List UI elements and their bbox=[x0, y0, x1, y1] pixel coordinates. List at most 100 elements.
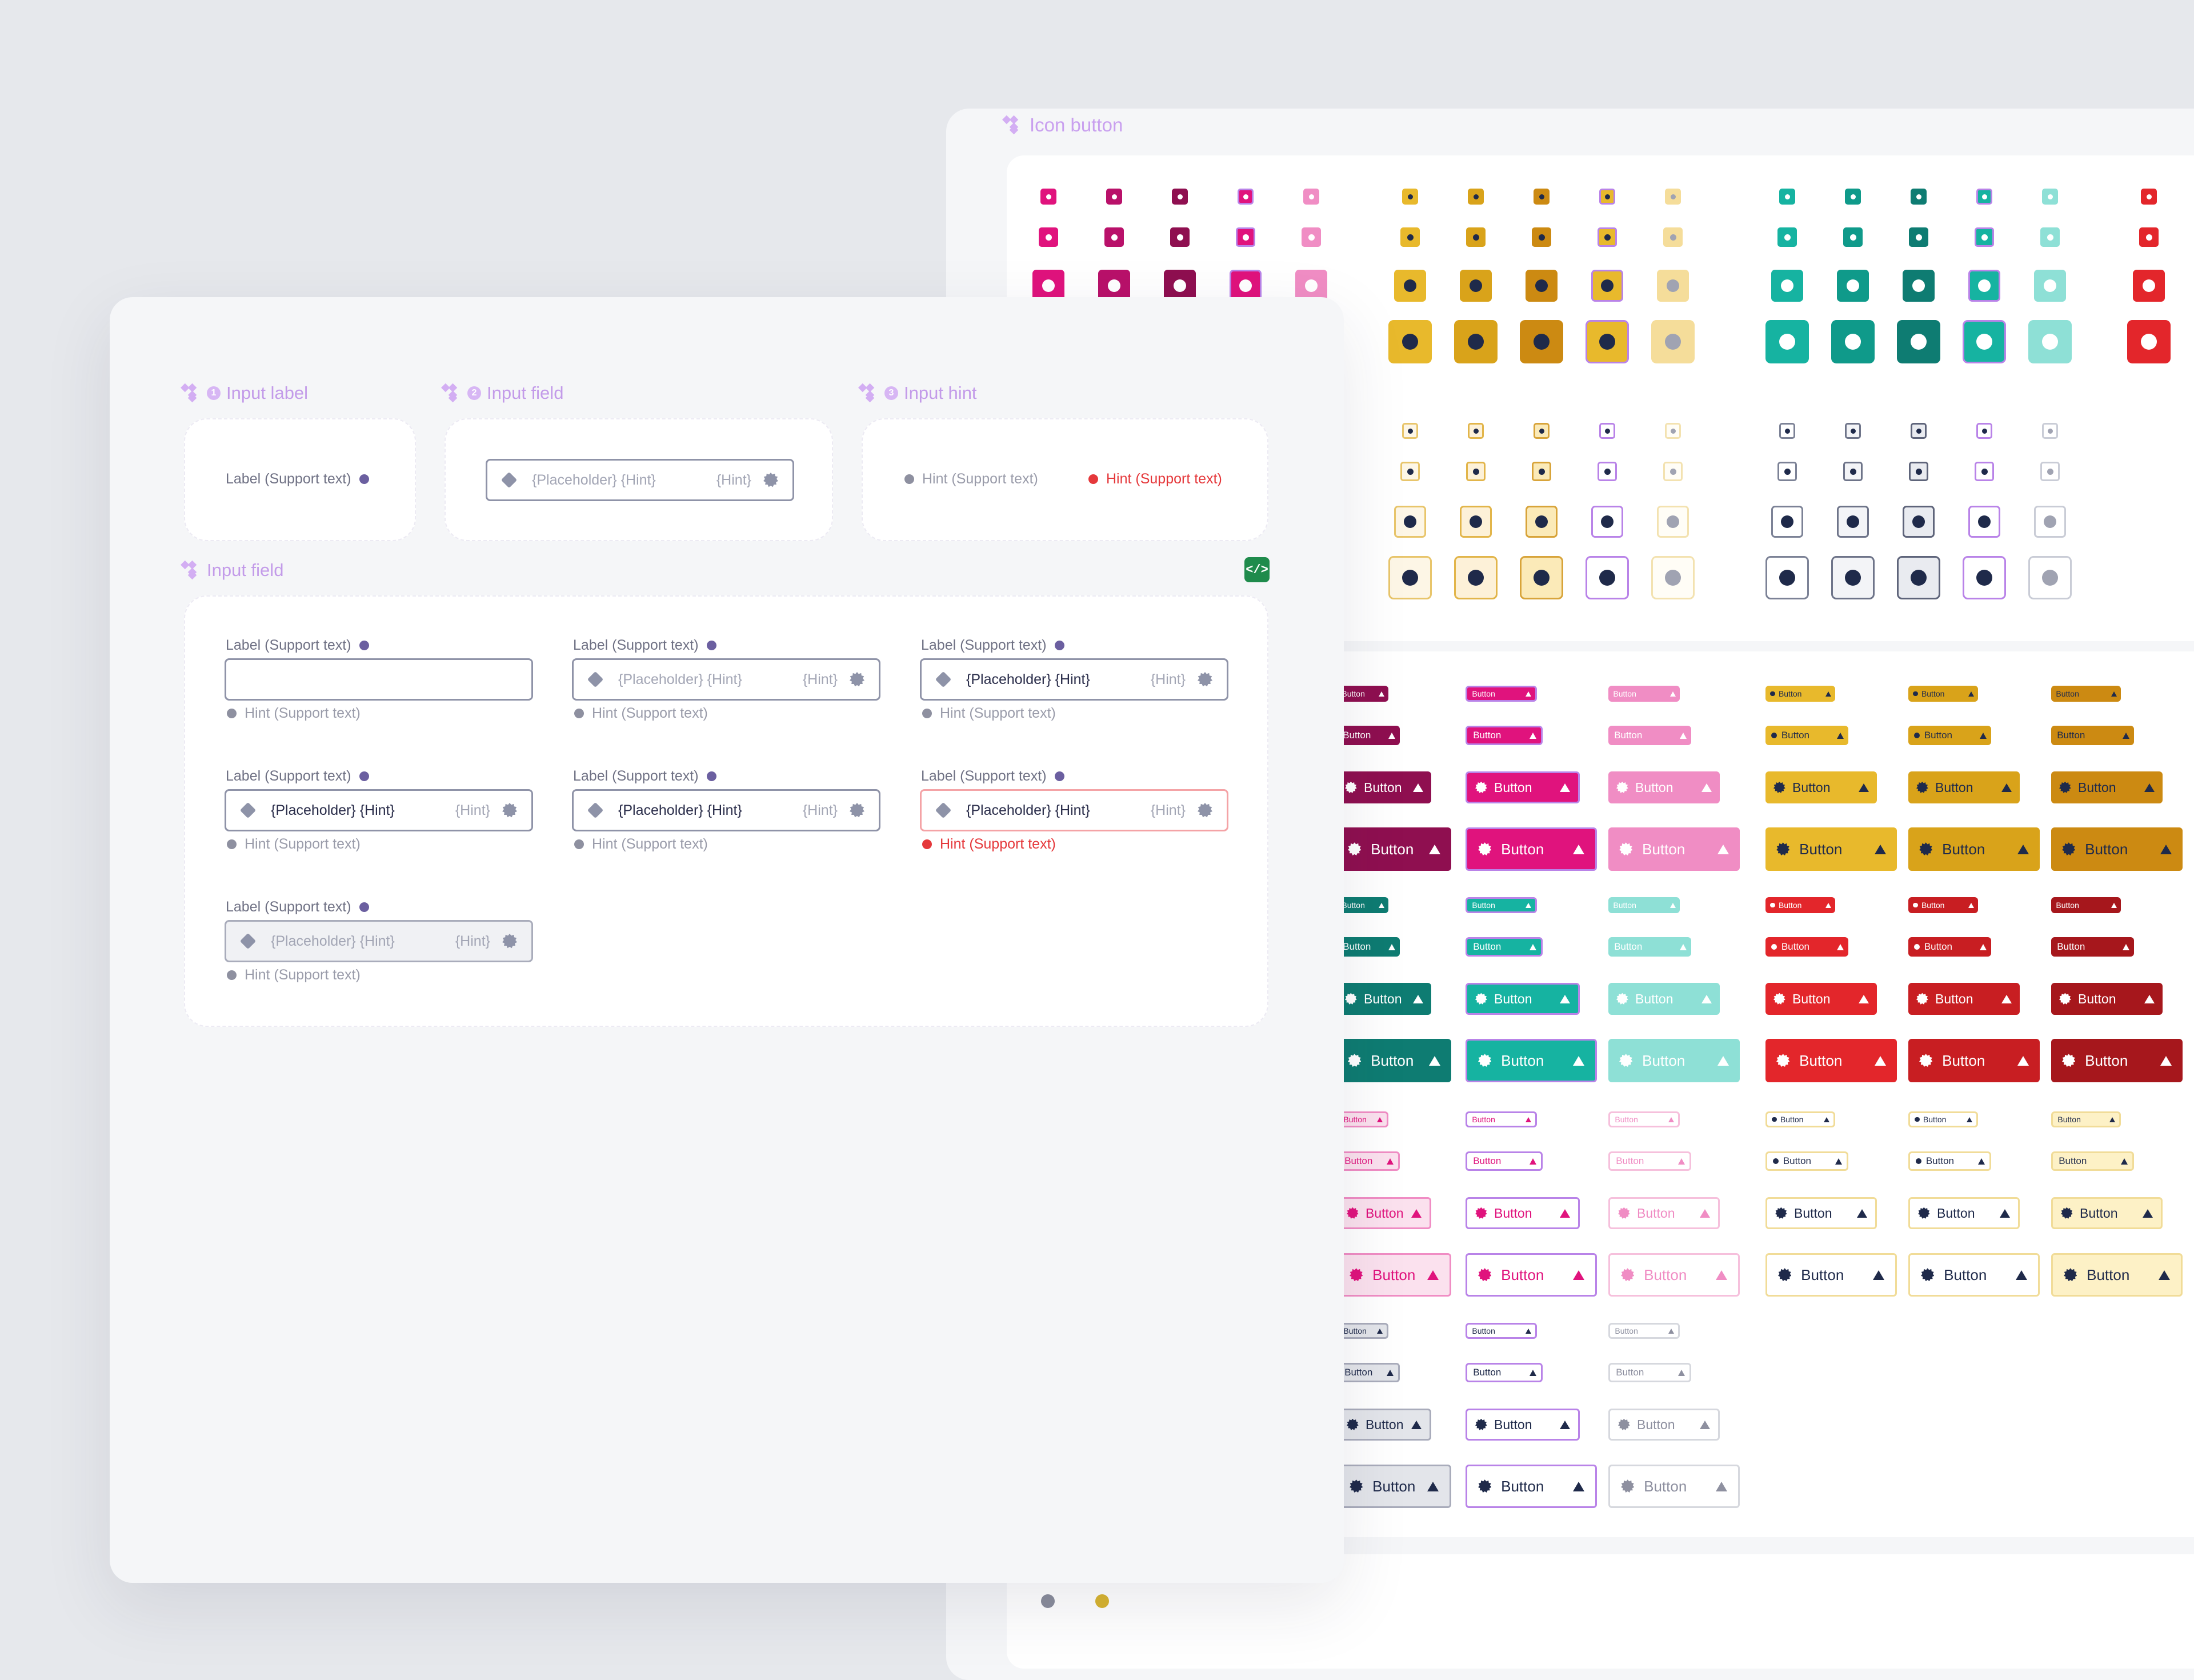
icon-button[interactable] bbox=[2139, 227, 2159, 247]
button[interactable]: Button bbox=[1466, 1323, 1537, 1339]
icon-button[interactable] bbox=[1665, 189, 1681, 205]
button[interactable]: Button bbox=[1608, 1151, 1691, 1171]
button[interactable]: Button bbox=[1765, 937, 1848, 957]
button[interactable]: Button bbox=[1765, 1197, 1877, 1229]
icon-button[interactable] bbox=[1911, 423, 1927, 439]
button[interactable]: Button bbox=[1608, 686, 1680, 702]
button[interactable]: Button bbox=[1908, 1039, 2040, 1082]
button[interactable]: Button bbox=[1466, 1039, 1597, 1082]
button[interactable]: Button bbox=[1608, 897, 1680, 913]
button[interactable]: Button bbox=[1466, 1151, 1543, 1171]
icon-button[interactable] bbox=[1040, 189, 1056, 205]
icon-button[interactable] bbox=[1968, 506, 2000, 538]
icon-button[interactable] bbox=[1777, 462, 1797, 481]
icon-button[interactable] bbox=[1302, 227, 1321, 247]
button[interactable]: Button bbox=[1765, 1111, 1835, 1127]
button[interactable]: Button bbox=[2051, 937, 2134, 957]
button[interactable]: Button bbox=[1337, 1151, 1400, 1171]
icon-button[interactable] bbox=[1534, 423, 1550, 439]
button[interactable]: Button bbox=[1608, 771, 1720, 803]
input-field-hover[interactable]: {Placeholder} {Hint} {Hint} bbox=[572, 789, 880, 831]
button[interactable]: Button bbox=[2051, 897, 2121, 913]
gear-icon[interactable] bbox=[1196, 801, 1214, 819]
input-field-placeholder[interactable]: {Placeholder} {Hint} {Hint} bbox=[572, 658, 880, 701]
button[interactable]: Button bbox=[1765, 897, 1835, 913]
input-field-filled[interactable]: {Placeholder} {Hint} {Hint} bbox=[920, 658, 1228, 701]
gear-icon[interactable] bbox=[762, 471, 780, 489]
button[interactable]: Button bbox=[1908, 726, 1991, 745]
icon-button[interactable] bbox=[1771, 506, 1803, 538]
icon-button[interactable] bbox=[1599, 423, 1615, 439]
icon-button[interactable] bbox=[1779, 423, 1795, 439]
button[interactable]: Button bbox=[1337, 1253, 1451, 1297]
button[interactable]: Button bbox=[1908, 897, 1978, 913]
icon-button[interactable] bbox=[1598, 227, 1617, 247]
button[interactable]: Button bbox=[1337, 983, 1431, 1015]
button[interactable]: Button bbox=[1466, 983, 1580, 1015]
button[interactable]: Button bbox=[1908, 937, 1991, 957]
button[interactable]: Button bbox=[1608, 1039, 1740, 1082]
input-field-focused[interactable]: {Placeholder} {Hint} {Hint} bbox=[225, 789, 533, 831]
button[interactable]: Button bbox=[1908, 1253, 2040, 1297]
button[interactable]: Button bbox=[2051, 1197, 2163, 1229]
icon-button[interactable] bbox=[1460, 270, 1492, 302]
icon-button[interactable] bbox=[2034, 506, 2066, 538]
icon-button[interactable] bbox=[1657, 506, 1689, 538]
icon-button[interactable] bbox=[1170, 227, 1190, 247]
button[interactable]: Button bbox=[1337, 827, 1451, 871]
button[interactable]: Button bbox=[2051, 686, 2121, 702]
button[interactable]: Button bbox=[1337, 1465, 1451, 1508]
button[interactable]: Button bbox=[1908, 1197, 2020, 1229]
icon-button[interactable] bbox=[1963, 320, 2006, 363]
icon-button[interactable] bbox=[1651, 556, 1695, 599]
icon-button[interactable] bbox=[1586, 320, 1629, 363]
button[interactable]: Button bbox=[1908, 1151, 1991, 1171]
icon-button[interactable] bbox=[1837, 270, 1869, 302]
icon-button[interactable] bbox=[1598, 462, 1617, 481]
icon-button[interactable] bbox=[1765, 556, 1809, 599]
icon-button[interactable] bbox=[1468, 423, 1484, 439]
icon-button[interactable] bbox=[1599, 189, 1615, 205]
button[interactable]: Button bbox=[1466, 686, 1537, 702]
button[interactable]: Button bbox=[1337, 1409, 1431, 1441]
button[interactable]: Button bbox=[1765, 827, 1897, 871]
icon-button[interactable] bbox=[1295, 270, 1327, 302]
icon-button[interactable] bbox=[1771, 270, 1803, 302]
icon-button[interactable] bbox=[1837, 506, 1869, 538]
icon-button[interactable] bbox=[2141, 189, 2157, 205]
button[interactable]: Button bbox=[1466, 1409, 1580, 1441]
button[interactable]: Button bbox=[1337, 897, 1388, 913]
icon-button[interactable] bbox=[1238, 189, 1254, 205]
icon-button[interactable] bbox=[1897, 320, 1940, 363]
button[interactable]: Button bbox=[1608, 1197, 1720, 1229]
button[interactable]: Button bbox=[2051, 1151, 2134, 1171]
icon-button[interactable] bbox=[1657, 270, 1689, 302]
icon-button[interactable] bbox=[1968, 270, 2000, 302]
input-field-error[interactable]: {Placeholder} {Hint} {Hint} bbox=[920, 789, 1228, 831]
gear-icon[interactable] bbox=[501, 801, 519, 819]
icon-button[interactable] bbox=[1843, 227, 1863, 247]
icon-button[interactable] bbox=[1400, 462, 1420, 481]
icon-button[interactable] bbox=[2028, 556, 2072, 599]
button[interactable]: Button bbox=[1608, 1323, 1680, 1339]
icon-button[interactable] bbox=[1779, 189, 1795, 205]
gear-icon[interactable] bbox=[1196, 670, 1214, 689]
icon-button[interactable] bbox=[1236, 227, 1255, 247]
icon-button[interactable] bbox=[2034, 270, 2066, 302]
button[interactable]: Button bbox=[2051, 827, 2183, 871]
icon-button[interactable] bbox=[1402, 189, 1418, 205]
button[interactable]: Button bbox=[1337, 1197, 1431, 1229]
icon-button[interactable] bbox=[1098, 270, 1130, 302]
button[interactable]: Button bbox=[1908, 686, 1978, 702]
icon-button[interactable] bbox=[1532, 462, 1551, 481]
icon-button[interactable] bbox=[1845, 423, 1861, 439]
button[interactable]: Button bbox=[1466, 771, 1580, 803]
icon-button[interactable] bbox=[1534, 189, 1550, 205]
icon-button[interactable] bbox=[1911, 189, 1927, 205]
button[interactable]: Button bbox=[1608, 983, 1720, 1015]
gear-icon[interactable] bbox=[848, 670, 866, 689]
icon-button[interactable] bbox=[1520, 556, 1563, 599]
icon-button[interactable] bbox=[1586, 556, 1629, 599]
icon-button[interactable] bbox=[1454, 320, 1498, 363]
button[interactable]: Button bbox=[1608, 937, 1691, 957]
